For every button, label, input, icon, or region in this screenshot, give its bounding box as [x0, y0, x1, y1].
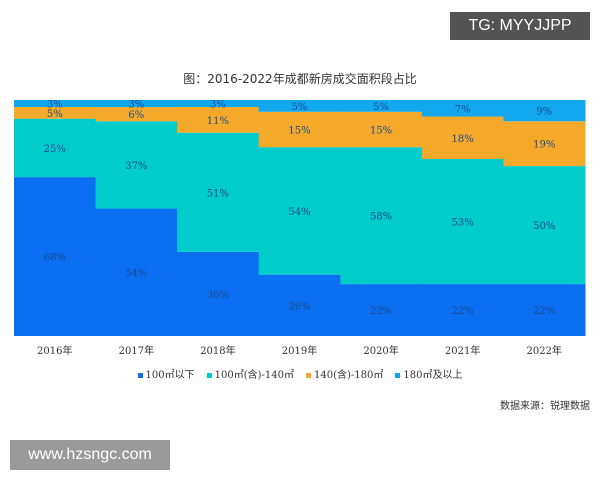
data-label: 54% — [288, 207, 310, 218]
area-segment — [14, 107, 97, 119]
data-label: 68% — [44, 253, 66, 264]
legend-label: 100㎡以下 — [145, 370, 195, 381]
x-tick-label: 2018年 — [200, 344, 235, 357]
data-label: 3% — [47, 100, 63, 111]
legend-item: 100㎡以下 — [137, 370, 195, 381]
legend-swatch — [206, 373, 212, 378]
area-segment — [177, 107, 260, 133]
data-label: 22% — [370, 306, 392, 317]
data-label: 36% — [207, 290, 229, 301]
watermark-bottom: www.hzsngc.com — [10, 440, 170, 470]
data-label: 26% — [288, 301, 310, 312]
legend-item: 180㎡及以上 — [395, 370, 462, 381]
area-segment — [340, 284, 423, 336]
area-segment — [14, 118, 97, 178]
legend-label: 140(含)-180㎡ — [314, 370, 384, 381]
data-label: 53% — [452, 218, 474, 229]
data-label: 6% — [128, 110, 144, 121]
area-segment — [421, 100, 504, 117]
area-segment — [340, 100, 423, 112]
legend: 100㎡以下 100㎡(含)-140㎡ 140(含)-180㎡ 180㎡及以上 — [0, 366, 600, 381]
area-segment — [258, 147, 341, 275]
chart-title: 图：2016-2022年成都新房成交面积段占比 — [183, 72, 417, 86]
data-source: 数据来源：锐理数据 — [500, 401, 590, 412]
data-label: 15% — [370, 126, 392, 137]
area-segment — [14, 177, 97, 336]
data-label: 22% — [452, 306, 474, 317]
legend-swatch — [395, 373, 401, 378]
area-segment — [340, 147, 423, 285]
data-label: 5% — [47, 109, 63, 120]
area-segment — [177, 100, 260, 108]
x-tick-label: 2022年 — [526, 344, 561, 357]
area-segment — [95, 208, 178, 336]
area-segment — [340, 111, 423, 148]
watermark-top: TG: MYYJJPP — [450, 12, 590, 40]
data-label: 5% — [292, 102, 308, 113]
data-label: 3% — [128, 100, 144, 111]
data-label: 37% — [125, 161, 147, 172]
legend-label: 100㎡(含)-140㎡ — [214, 370, 294, 381]
data-label: 7% — [455, 104, 471, 115]
data-label: 54% — [125, 268, 147, 279]
area-segment — [258, 100, 341, 112]
area-segment — [503, 166, 586, 285]
data-label: 5% — [373, 102, 389, 113]
area-segment — [503, 121, 586, 167]
data-label: 22% — [533, 306, 555, 317]
legend-item: 100㎡(含)-140㎡ — [206, 370, 294, 381]
area-segment — [503, 100, 586, 122]
x-tick-label: 2016年 — [37, 344, 72, 357]
area-segment — [95, 121, 178, 209]
area-segment — [258, 111, 341, 148]
data-label: 11% — [207, 116, 229, 127]
legend-swatch — [306, 373, 311, 378]
area-segment — [177, 251, 260, 336]
legend-swatch — [137, 373, 143, 378]
data-label: 25% — [44, 144, 66, 155]
data-label: 15% — [288, 126, 310, 137]
area-segment — [177, 132, 260, 252]
data-label: 58% — [370, 212, 392, 223]
area-segment — [421, 116, 504, 159]
x-tick-label: 2017年 — [119, 344, 154, 357]
data-label: 19% — [533, 140, 555, 151]
area-segment — [14, 100, 97, 108]
area-segment — [421, 159, 504, 285]
area-segment — [95, 107, 178, 122]
area-segment — [95, 100, 178, 108]
legend-item: 140(含)-180㎡ — [306, 370, 383, 381]
data-label: 50% — [533, 221, 555, 232]
area-segment — [421, 284, 504, 336]
x-tick-label: 2020年 — [363, 344, 398, 357]
legend-label: 180㎡及以上 — [403, 370, 463, 381]
x-tick-label: 2021年 — [445, 344, 480, 357]
area-segment — [258, 274, 341, 336]
data-label: 51% — [207, 188, 229, 199]
area-segment — [503, 284, 586, 336]
data-label: 9% — [536, 107, 552, 118]
x-tick-label: 2019年 — [282, 344, 317, 357]
data-label: 3% — [210, 100, 226, 111]
data-label: 18% — [452, 134, 474, 145]
